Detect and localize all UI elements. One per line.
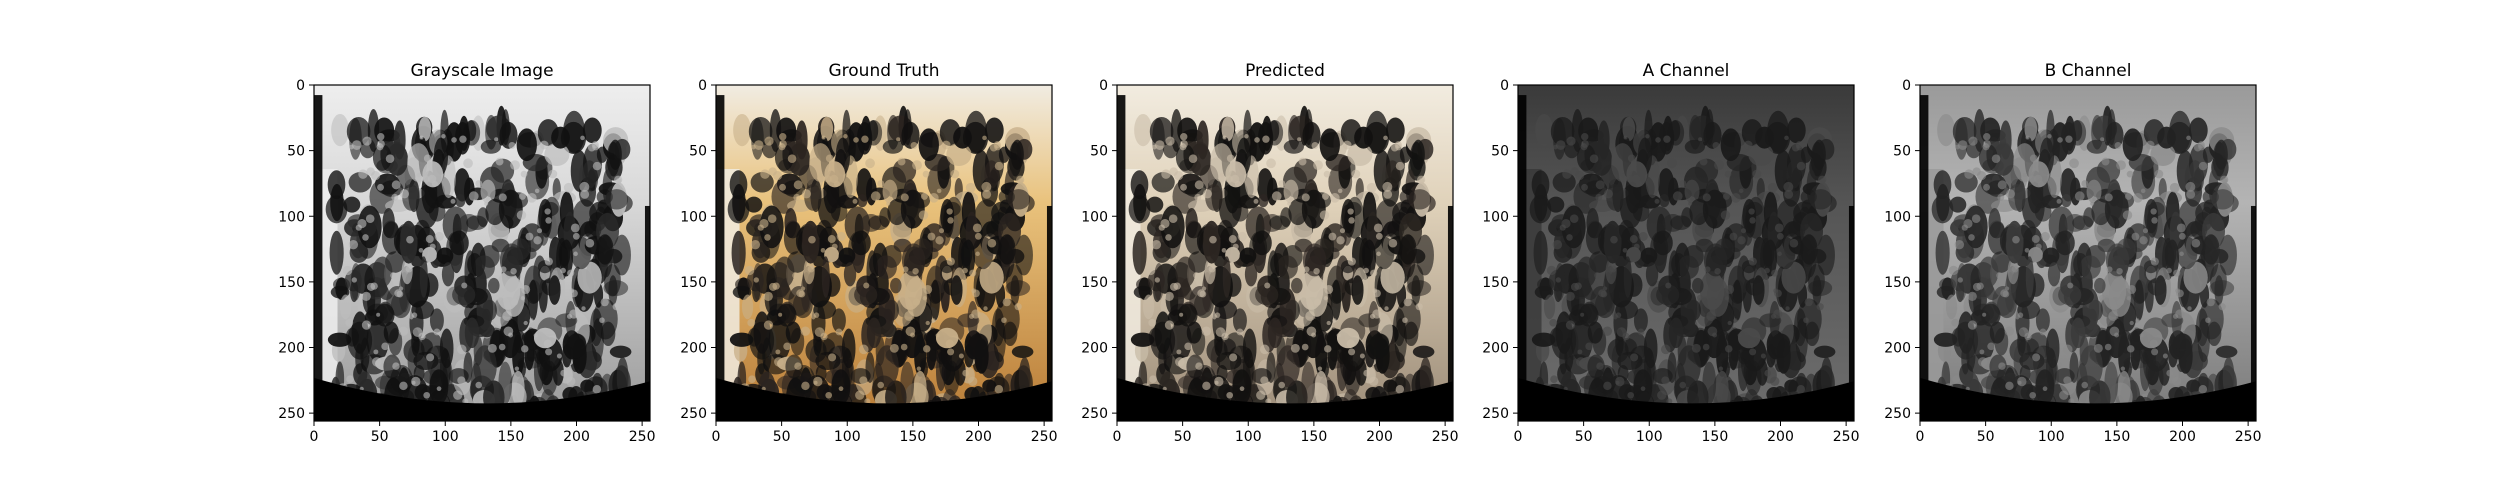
axes-frame	[1919, 84, 2257, 422]
y-tick-label: 50	[287, 144, 305, 160]
x-tick-label: 0	[1916, 429, 1925, 445]
panel-5: B Channel 0 50 100 150 200 250 0 50 100 150 200 250	[1884, 61, 2261, 445]
axes-frame	[1116, 84, 1454, 422]
x-tick-label: 150	[1301, 429, 1328, 445]
panel-title: A Channel	[1643, 61, 1730, 81]
x-tick-label: 50	[1575, 429, 1593, 445]
y-tick-label: 200	[680, 341, 707, 357]
axes-frame	[715, 84, 1053, 422]
y-tick-label: 100	[1884, 209, 1911, 225]
x-tick-label: 200	[965, 429, 992, 445]
y-tick-label: 150	[1482, 275, 1509, 291]
x-tick-label: 200	[1366, 429, 1393, 445]
x-tick-label: 250	[1432, 429, 1459, 445]
x-tick-label: 0	[310, 429, 319, 445]
x-tick-label: 250	[629, 429, 656, 445]
y-tick-label: 0	[1099, 78, 1108, 94]
panel-title: B Channel	[2045, 61, 2132, 81]
x-tick-label: 250	[1031, 429, 1058, 445]
x-tick-label: 100	[2038, 429, 2065, 445]
x-tick-label: 200	[563, 429, 590, 445]
y-tick-label: 50	[689, 144, 707, 160]
x-tick-label: 0	[1514, 429, 1523, 445]
image-content	[716, 85, 1052, 421]
y-tick-label: 200	[278, 341, 305, 357]
x-tick-label: 150	[900, 429, 927, 445]
image-content	[314, 85, 650, 421]
x-tick-label: 0	[1113, 429, 1122, 445]
x-tick-label: 100	[1636, 429, 1663, 445]
y-tick-label: 200	[1884, 341, 1911, 357]
x-tick-label: 200	[1767, 429, 1794, 445]
panel-2: Ground Truth 0 50 100 150 200 250 0 50 100 150 200 2…	[680, 61, 1057, 445]
y-tick-label: 150	[1081, 275, 1108, 291]
y-tick-label: 0	[698, 78, 707, 94]
x-tick-label: 150	[2104, 429, 2131, 445]
y-tick-label: 50	[1491, 144, 1509, 160]
y-tick-label: 150	[1884, 275, 1911, 291]
x-tick-label: 150	[1702, 429, 1729, 445]
panel-4: A Channel 0 50 100 150 200 250 0 50 100 150 200 250	[1482, 61, 1859, 445]
x-tick-label: 250	[1833, 429, 1860, 445]
x-tick-label: 200	[2169, 429, 2196, 445]
y-tick-label: 0	[1902, 78, 1911, 94]
panel-title: Predicted	[1245, 61, 1325, 81]
panel-title: Ground Truth	[828, 61, 939, 81]
x-tick-label: 50	[773, 429, 791, 445]
image-content	[1920, 85, 2256, 421]
axes-frame	[1517, 84, 1855, 422]
y-tick-label: 100	[278, 209, 305, 225]
y-tick-label: 50	[1893, 144, 1911, 160]
y-tick-label: 150	[278, 275, 305, 291]
y-tick-label: 200	[1482, 341, 1509, 357]
axes-frame	[313, 84, 651, 422]
panel-1: Grayscale Image 0 50 100 150 200 250 0 50 100 150 2…	[278, 61, 655, 445]
x-tick-label: 250	[2235, 429, 2262, 445]
y-tick-label: 250	[680, 406, 707, 422]
y-tick-label: 250	[278, 406, 305, 422]
image-content	[1518, 85, 1854, 421]
x-tick-label: 0	[712, 429, 721, 445]
x-tick-label: 100	[834, 429, 861, 445]
y-tick-label: 150	[680, 275, 707, 291]
x-tick-label: 150	[498, 429, 525, 445]
x-tick-label: 100	[432, 429, 459, 445]
y-tick-label: 200	[1081, 341, 1108, 357]
y-tick-label: 250	[1081, 406, 1108, 422]
panel-title: Grayscale Image	[410, 61, 553, 81]
y-tick-label: 0	[1500, 78, 1509, 94]
panel-3: Predicted 0 50 100 150 200 250 0 50 100 150 200 250	[1081, 61, 1458, 445]
y-tick-label: 100	[1482, 209, 1509, 225]
x-tick-label: 100	[1235, 429, 1262, 445]
x-tick-label: 50	[371, 429, 389, 445]
x-tick-label: 50	[1174, 429, 1192, 445]
y-tick-label: 0	[296, 78, 305, 94]
y-tick-label: 50	[1090, 144, 1108, 160]
image-content	[1117, 85, 1453, 421]
y-tick-label: 100	[1081, 209, 1108, 225]
y-tick-label: 100	[680, 209, 707, 225]
x-tick-label: 50	[1977, 429, 1995, 445]
y-tick-label: 250	[1884, 406, 1911, 422]
y-tick-label: 250	[1482, 406, 1509, 422]
